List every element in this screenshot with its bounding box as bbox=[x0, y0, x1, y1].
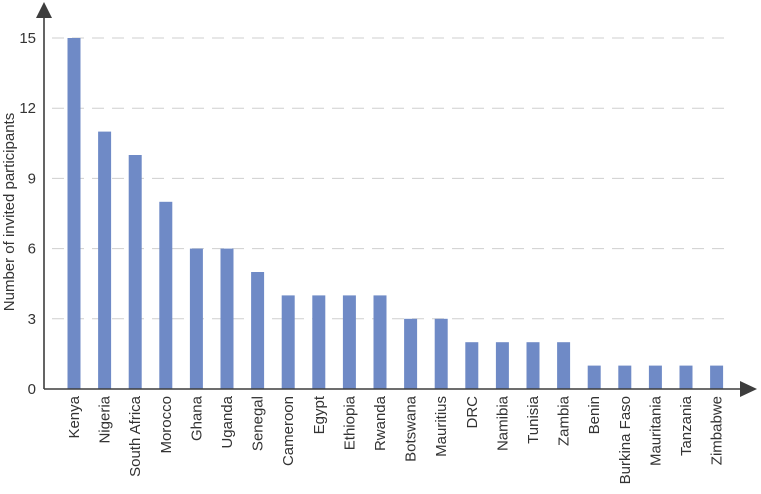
y-tick-label: 9 bbox=[28, 170, 36, 187]
gridlines bbox=[52, 37, 728, 320]
x-tick-label: Botswana bbox=[403, 395, 420, 462]
bars bbox=[67, 38, 724, 389]
bar-benin bbox=[587, 365, 601, 389]
bar-drc bbox=[465, 342, 479, 389]
y-tick-label: 12 bbox=[19, 100, 36, 117]
x-tick-label: Benin bbox=[586, 396, 603, 434]
bar-botswana bbox=[404, 318, 418, 389]
bar-zambia bbox=[557, 342, 571, 389]
x-tick-label: Cameroon bbox=[280, 396, 297, 466]
y-tick-labels: 0 3 6 9 12 15 bbox=[19, 30, 36, 398]
bar-uganda bbox=[220, 248, 234, 389]
bar-zimbabwe bbox=[710, 365, 724, 389]
bar-rwanda bbox=[373, 295, 387, 389]
x-tick-label: Namibia bbox=[494, 395, 511, 451]
x-axis-arrow bbox=[740, 381, 757, 397]
bar-egypt bbox=[312, 295, 326, 389]
x-tick-label: Mauritania bbox=[647, 395, 664, 466]
y-tick-label: 6 bbox=[28, 241, 36, 258]
bar-senegal bbox=[251, 272, 265, 389]
bar-ghana bbox=[189, 248, 203, 389]
y-axis-label: Number of invited participants bbox=[1, 113, 18, 311]
x-tick-label: Kenya bbox=[66, 395, 83, 438]
y-tick-label: 15 bbox=[19, 30, 36, 47]
y-axis-arrow bbox=[36, 2, 52, 18]
x-tick-label: Tanzania bbox=[678, 395, 695, 456]
axes bbox=[36, 2, 757, 397]
bar-south-africa bbox=[128, 155, 142, 389]
x-tick-label: South Africa bbox=[127, 395, 144, 477]
bar-mauritius bbox=[434, 318, 448, 389]
bar-burkina-faso bbox=[618, 365, 632, 389]
x-tick-label: Ghana bbox=[188, 395, 205, 441]
x-tick-label: Egypt bbox=[311, 395, 328, 434]
bar-tunisia bbox=[526, 342, 540, 389]
bar-nigeria bbox=[98, 131, 112, 389]
x-tick-label: Burkina Faso bbox=[617, 396, 634, 484]
x-tick-label: Morocco bbox=[158, 396, 175, 454]
x-tick-label: Zambia bbox=[556, 395, 573, 446]
bar-kenya bbox=[67, 38, 81, 389]
x-tick-label: Rwanda bbox=[372, 395, 389, 451]
x-tick-labels: Kenya Nigeria South Africa Morocco Ghana Ugan… bbox=[66, 395, 726, 484]
y-tick-label: 0 bbox=[28, 381, 36, 398]
x-tick-label: Senegal bbox=[250, 396, 267, 451]
bar-ethiopia bbox=[342, 295, 356, 389]
x-tick-label: Uganda bbox=[219, 395, 236, 448]
x-tick-label: DRC bbox=[464, 396, 481, 429]
bar-mauritania bbox=[648, 365, 662, 389]
x-tick-label: Tunisia bbox=[525, 395, 542, 443]
x-tick-label: Nigeria bbox=[97, 395, 114, 443]
x-tick-label: Zimbabwe bbox=[709, 396, 726, 465]
bar-morocco bbox=[159, 201, 173, 389]
x-tick-label: Ethiopia bbox=[341, 395, 358, 450]
y-tick-label: 3 bbox=[28, 311, 36, 328]
x-tick-label: Mauritius bbox=[433, 396, 450, 457]
bar-tanzania bbox=[679, 365, 693, 389]
bar-namibia bbox=[495, 342, 509, 389]
bar-cameroon bbox=[281, 295, 295, 389]
